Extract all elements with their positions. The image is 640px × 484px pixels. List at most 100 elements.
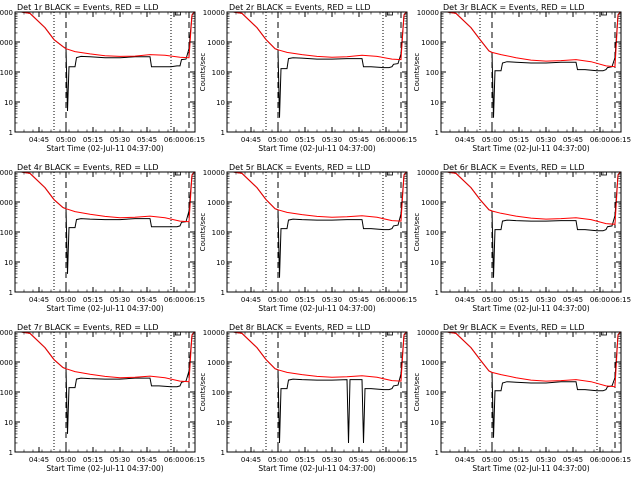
detector-panel-5: Det 5r BLACK = Events, RED = LLD 1 10 100 10… [199, 163, 417, 313]
lld-series-line [444, 332, 621, 388]
y-tick-label: 10000 [203, 169, 225, 177]
panel-title: Det 4r BLACK = Events, RED = LLD [17, 163, 159, 172]
y-axis-label: Counts/sec [413, 53, 421, 92]
mode-marker [601, 12, 607, 16]
y-tick-label: 100 [426, 229, 439, 237]
x-axis-label: Start Time (02-Jul-11 04:37:00) [472, 144, 589, 153]
axes-frame [14, 11, 196, 133]
x-axis-label: Start Time (02-Jul-11 04:37:00) [46, 144, 163, 153]
y-tick-label: 10 [430, 99, 439, 107]
axes-frame [226, 331, 408, 453]
axes-frame [440, 11, 622, 133]
x-tick-label: 05:45 [349, 296, 369, 304]
detector-panel-6: Det 6r BLACK = Events, RED = LLD 1 10 100 10… [413, 163, 631, 313]
events-series-line [230, 332, 407, 444]
y-tick-label: 10 [216, 259, 225, 267]
plot-area [444, 172, 621, 292]
events-series-line [18, 12, 195, 112]
x-tick-label: 05:15 [509, 296, 529, 304]
y-tick-label: 10000 [0, 9, 13, 17]
plot-area [444, 332, 621, 452]
lld-series-line [444, 12, 621, 68]
x-tick-label: 06:15 [611, 296, 631, 304]
panel-title: Det 2r BLACK = Events, RED = LLD [229, 3, 371, 12]
detector-panel-1: Det 1r BLACK = Events, RED = LLD 1 10 100 10… [0, 3, 205, 153]
y-tick-label: 100 [0, 69, 13, 77]
x-tick-label: 05:15 [295, 136, 315, 144]
detector-panel-3: Det 3r BLACK = Events, RED = LLD 1 10 100 10… [413, 3, 631, 153]
x-axis-label: Start Time (02-Jul-11 04:37:00) [472, 464, 589, 473]
x-tick-label: 05:30 [536, 136, 556, 144]
x-tick-label: 04:45 [241, 136, 261, 144]
x-tick-label: 06:15 [611, 136, 631, 144]
y-tick-label: 10000 [203, 9, 225, 17]
panel-title: Det 1r BLACK = Events, RED = LLD [17, 3, 159, 12]
x-tick-label: 06:15 [185, 456, 205, 464]
y-axis-label: Counts/sec [413, 373, 421, 412]
x-tick-label: 06:15 [611, 456, 631, 464]
axes-frame [226, 171, 408, 293]
x-tick-label: 04:45 [241, 296, 261, 304]
y-tick-label: 10000 [0, 169, 13, 177]
x-tick-label: 05:15 [295, 456, 315, 464]
panel-title: Det 3r BLACK = Events, RED = LLD [443, 3, 585, 12]
y-tick-label: 100 [426, 69, 439, 77]
y-tick-label: 100 [0, 229, 13, 237]
x-tick-label: 05:00 [268, 136, 288, 144]
lld-series-line [18, 172, 195, 223]
x-tick-label: 05:00 [482, 136, 502, 144]
y-tick-label: 10000 [417, 329, 439, 337]
plot-area [18, 332, 195, 452]
events-series-line [18, 332, 195, 434]
y-tick-label: 1000 [0, 39, 13, 47]
plot-area [230, 332, 407, 452]
y-axis-label: Counts/sec [199, 53, 207, 92]
x-tick-label: 06:15 [397, 456, 417, 464]
x-tick-label: 05:00 [482, 296, 502, 304]
y-tick-label: 100 [212, 69, 225, 77]
mode-marker [175, 12, 181, 16]
y-tick-label: 10 [430, 259, 439, 267]
x-tick-label: 04:45 [455, 296, 475, 304]
y-tick-label: 100 [212, 389, 225, 397]
x-tick-label: 05:30 [536, 296, 556, 304]
mode-marker [175, 172, 181, 176]
x-tick-label: 05:30 [322, 296, 342, 304]
y-tick-label: 10 [4, 259, 13, 267]
x-axis-label: Start Time (02-Jul-11 04:37:00) [258, 144, 375, 153]
x-tick-label: 06:00 [376, 456, 396, 464]
plot-area [444, 12, 621, 132]
x-tick-label: 05:45 [563, 136, 583, 144]
x-axis-label: Start Time (02-Jul-11 04:37:00) [472, 304, 589, 313]
mode-marker [175, 332, 181, 336]
y-axis-label: Counts/sec [413, 213, 421, 252]
x-axis-label: Start Time (02-Jul-11 04:37:00) [258, 304, 375, 313]
y-tick-label: 100 [212, 229, 225, 237]
x-tick-label: 06:00 [590, 456, 610, 464]
x-tick-label: 06:00 [590, 136, 610, 144]
y-tick-label: 10000 [203, 329, 225, 337]
x-tick-label: 06:00 [164, 456, 184, 464]
y-tick-label: 1000 [207, 359, 225, 367]
y-tick-label: 1 [221, 289, 225, 297]
detector-panel-9: Det 9r BLACK = Events, RED = LLD 1 10 100 10… [413, 323, 631, 473]
x-tick-label: 05:45 [349, 136, 369, 144]
lld-series-line [444, 172, 621, 225]
lld-series-line [18, 12, 195, 59]
y-tick-label: 1 [9, 289, 13, 297]
panel-title: Det 6r BLACK = Events, RED = LLD [443, 163, 585, 172]
events-series-line [444, 12, 621, 118]
x-tick-label: 05:15 [83, 456, 103, 464]
x-tick-label: 05:45 [137, 296, 157, 304]
mode-marker [387, 12, 393, 16]
y-tick-label: 1000 [421, 359, 439, 367]
x-tick-label: 05:15 [295, 296, 315, 304]
y-tick-label: 100 [426, 389, 439, 397]
y-tick-label: 1000 [0, 199, 13, 207]
x-tick-label: 05:15 [83, 296, 103, 304]
y-tick-label: 100 [0, 389, 13, 397]
y-tick-label: 1000 [207, 39, 225, 47]
x-tick-label: 05:00 [268, 296, 288, 304]
